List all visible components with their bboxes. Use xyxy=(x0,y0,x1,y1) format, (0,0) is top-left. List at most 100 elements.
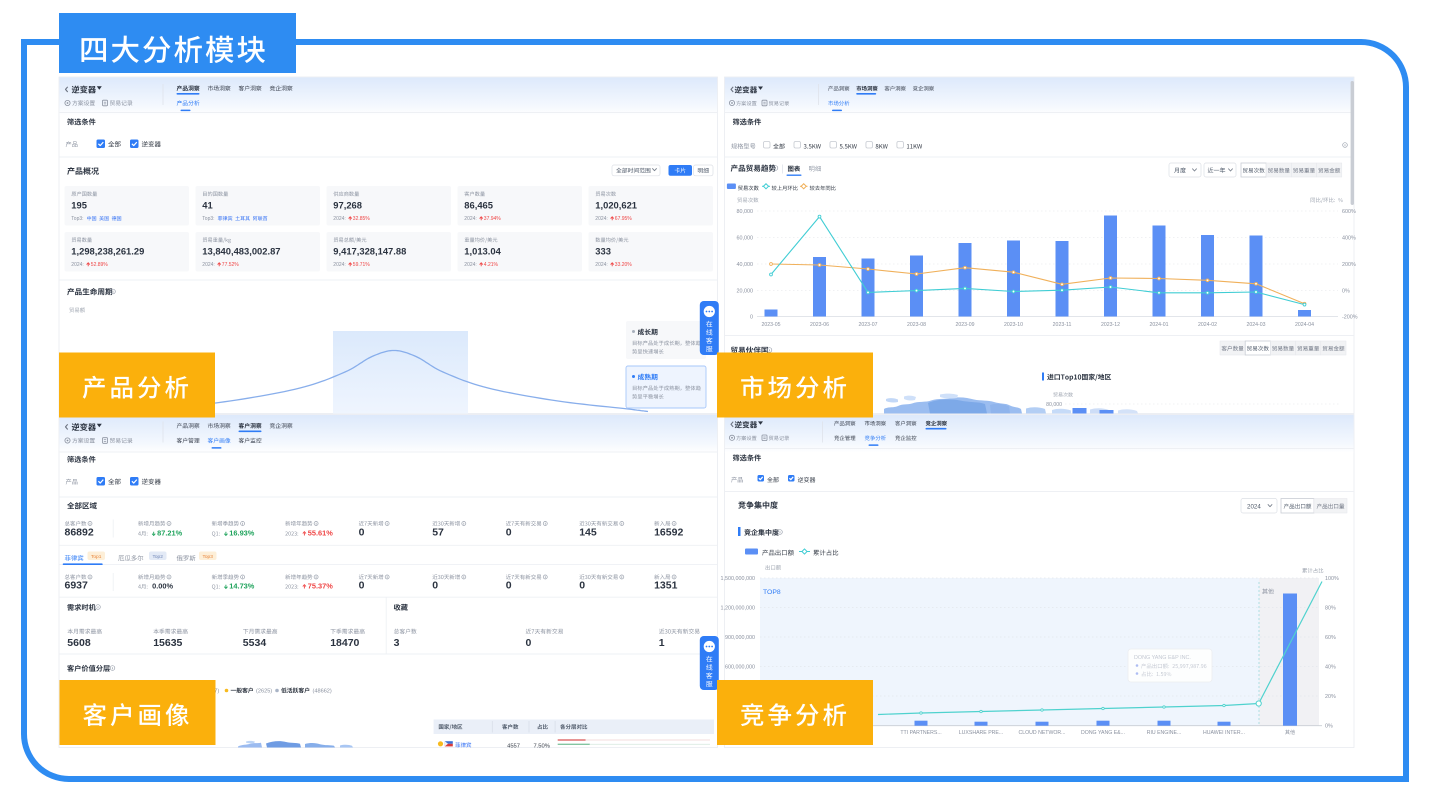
svg-text:Top3:: Top3: xyxy=(71,216,83,222)
svg-text:7): 7) xyxy=(214,689,219,695)
svg-text:60,000: 60,000 xyxy=(737,236,754,242)
svg-text:15635: 15635 xyxy=(153,637,182,649)
svg-text:40%: 40% xyxy=(1325,665,1336,671)
svg-text:6937: 6937 xyxy=(65,580,89,592)
svg-text:0%: 0% xyxy=(1342,289,1350,295)
svg-text:0: 0 xyxy=(579,580,585,592)
svg-text:600%: 600% xyxy=(1342,209,1356,215)
svg-text:TOP8: TOP8 xyxy=(763,589,781,596)
svg-text:0: 0 xyxy=(750,315,753,321)
svg-text:2023-05: 2023-05 xyxy=(761,322,780,328)
svg-text:1,013.04: 1,013.04 xyxy=(464,246,501,257)
svg-text:(2625): (2625) xyxy=(256,689,272,695)
svg-text:2024:: 2024: xyxy=(595,262,608,268)
svg-text:9,417,328,147.88: 9,417,328,147.88 xyxy=(333,246,406,257)
svg-text:75.37%: 75.37% xyxy=(308,582,333,591)
svg-text:2023-08: 2023-08 xyxy=(907,322,926,328)
svg-text:2024-04: 2024-04 xyxy=(1295,322,1314,328)
svg-text:97,268: 97,268 xyxy=(333,200,362,211)
svg-text:2024-02: 2024-02 xyxy=(1198,322,1217,328)
svg-text:4557: 4557 xyxy=(507,743,520,749)
svg-text:2023-11: 2023-11 xyxy=(1053,322,1072,328)
svg-text:0: 0 xyxy=(359,527,365,539)
svg-text:59.71%: 59.71% xyxy=(353,262,371,268)
svg-text:77.52%: 77.52% xyxy=(222,262,240,268)
svg-text:5608: 5608 xyxy=(67,637,91,649)
svg-text:DONG YANG E&P INC.: DONG YANG E&P INC. xyxy=(1134,655,1191,661)
svg-text:7.50%: 7.50% xyxy=(533,743,549,749)
svg-text:1351: 1351 xyxy=(654,580,678,592)
svg-text:145: 145 xyxy=(579,527,597,539)
svg-text:86,465: 86,465 xyxy=(464,200,493,211)
svg-text:2023-07: 2023-07 xyxy=(858,322,877,328)
svg-text:20,000: 20,000 xyxy=(737,289,754,295)
svg-text:16.93%: 16.93% xyxy=(229,529,254,538)
svg-text:TTI PARTNERS...: TTI PARTNERS... xyxy=(900,730,941,736)
svg-text:2024: 2024 xyxy=(1247,503,1261,510)
svg-text:2024-03: 2024-03 xyxy=(1246,322,1265,328)
svg-text:2024:: 2024: xyxy=(464,216,477,222)
svg-text:1,500,000,000: 1,500,000,000 xyxy=(721,576,755,582)
svg-text:80,000: 80,000 xyxy=(1046,402,1062,408)
svg-text:2023-10: 2023-10 xyxy=(1004,322,1023,328)
svg-text:2024:: 2024: xyxy=(71,262,84,268)
svg-text:37.94%: 37.94% xyxy=(484,216,502,222)
svg-text:2023-09: 2023-09 xyxy=(955,322,974,328)
svg-text:2023-12: 2023-12 xyxy=(1101,322,1120,328)
svg-text:2024:: 2024: xyxy=(464,262,477,268)
svg-text:18470: 18470 xyxy=(330,637,359,649)
svg-text:2024:: 2024: xyxy=(333,262,346,268)
svg-text:600,000,000: 600,000,000 xyxy=(725,665,755,671)
svg-text:87.21%: 87.21% xyxy=(157,529,182,538)
svg-text:14.73%: 14.73% xyxy=(229,582,254,591)
svg-text:41: 41 xyxy=(202,200,212,211)
svg-text:13,840,483,002.87: 13,840,483,002.87 xyxy=(202,246,280,257)
svg-text:1,298,238,261.29: 1,298,238,261.29 xyxy=(71,246,144,257)
svg-text:900,000,000: 900,000,000 xyxy=(725,635,755,641)
svg-text:LUXSHARE PRE...: LUXSHARE PRE... xyxy=(959,730,1003,736)
svg-text:DONG YANG E&...: DONG YANG E&... xyxy=(1081,730,1125,736)
svg-text:Top3:: Top3: xyxy=(202,216,214,222)
svg-text:0: 0 xyxy=(359,580,365,592)
svg-text:52.89%: 52.89% xyxy=(91,262,109,268)
svg-text:86892: 86892 xyxy=(65,527,94,539)
svg-text:33.20%: 33.20% xyxy=(615,262,633,268)
svg-text:57: 57 xyxy=(432,527,444,539)
svg-text:100%: 100% xyxy=(1325,576,1339,582)
svg-text:4.21%: 4.21% xyxy=(484,262,499,268)
svg-text:80%: 80% xyxy=(1325,606,1336,612)
svg-text:0.00%: 0.00% xyxy=(152,582,173,591)
svg-text:333: 333 xyxy=(595,246,611,257)
svg-text:RIU ENGINE...: RIU ENGINE... xyxy=(1147,730,1182,736)
svg-text:195: 195 xyxy=(71,200,87,211)
svg-text:CLOUD NETWOR...: CLOUD NETWOR... xyxy=(1019,730,1066,736)
svg-text:1,200,000,000: 1,200,000,000 xyxy=(721,606,755,612)
svg-text:Top1: Top1 xyxy=(91,554,102,560)
svg-text:400%: 400% xyxy=(1342,236,1356,242)
svg-text:1,020,621: 1,020,621 xyxy=(595,200,637,211)
svg-text:2024:: 2024: xyxy=(202,262,215,268)
svg-text:5534: 5534 xyxy=(243,637,267,649)
svg-text:2024:: 2024: xyxy=(333,216,346,222)
svg-text:0: 0 xyxy=(526,637,532,649)
svg-text:80,000: 80,000 xyxy=(737,209,754,215)
svg-text:16592: 16592 xyxy=(654,527,683,539)
svg-text:1: 1 xyxy=(659,637,665,649)
svg-text:20%: 20% xyxy=(1325,694,1336,700)
svg-text:32.85%: 32.85% xyxy=(353,216,371,222)
svg-text:3: 3 xyxy=(394,637,400,649)
svg-text:0: 0 xyxy=(432,580,438,592)
svg-text:(48662): (48662) xyxy=(313,689,332,695)
svg-text:Top2: Top2 xyxy=(152,554,163,560)
svg-text:55.61%: 55.61% xyxy=(308,529,333,538)
svg-text:0%: 0% xyxy=(1325,724,1333,730)
svg-text:60%: 60% xyxy=(1325,635,1336,641)
svg-text:0: 0 xyxy=(506,527,512,539)
svg-text:67.95%: 67.95% xyxy=(615,216,633,222)
svg-text:2024:: 2024: xyxy=(595,216,608,222)
svg-text:2023-06: 2023-06 xyxy=(810,322,829,328)
svg-text:Top3: Top3 xyxy=(202,554,213,560)
svg-text:0: 0 xyxy=(506,580,512,592)
svg-text:200%: 200% xyxy=(1342,262,1356,268)
svg-text:2024-01: 2024-01 xyxy=(1149,322,1168,328)
